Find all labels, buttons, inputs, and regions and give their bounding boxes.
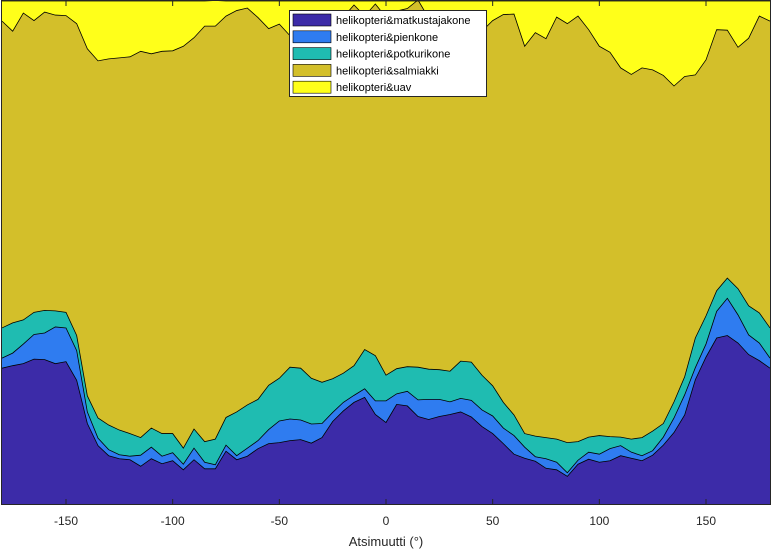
- area-boundary-line: [1, 277, 771, 449]
- legend-swatch: [292, 47, 332, 60]
- legend-label: helikopteri&pienkone: [336, 32, 438, 44]
- x-tick-label: 150: [696, 514, 716, 528]
- legend: helikopteri&matkustajakone helikopteri&pi…: [289, 10, 487, 97]
- x-tick-label: -100: [161, 514, 185, 528]
- x-tick-label: 0: [383, 514, 390, 528]
- area-boundary-line: [1, 297, 771, 474]
- x-axis-label: Atsimuutti (°): [349, 534, 424, 549]
- legend-label: helikopteri&salmiakki: [336, 65, 439, 77]
- x-tick-label: 100: [589, 514, 609, 528]
- x-axis: -150 -100 -50 0 50 100 150: [54, 1, 716, 528]
- legend-swatch: [292, 30, 332, 44]
- x-tick-label: 50: [486, 514, 500, 528]
- area-helikopteri-salmiakki: [2, 0, 770, 449]
- x-tick-label: -150: [54, 514, 78, 528]
- x-tick-label: -50: [271, 514, 289, 528]
- legend-swatch: [292, 80, 332, 94]
- legend-label: helikopteri&matkustajakone: [336, 15, 471, 27]
- area-boundary-line: [1, 335, 771, 477]
- area-helikopteri-matkustajakone: [2, 335, 770, 504]
- legend-label: helikopteri&potkurikone: [336, 49, 450, 61]
- plot-frame: [1, 0, 771, 505]
- legend-swatch: [292, 64, 332, 77]
- area-helikopteri-uav: [2, 0, 770, 87]
- legend-label: helikopteri&uav: [336, 82, 412, 94]
- legend-swatch: [292, 13, 332, 27]
